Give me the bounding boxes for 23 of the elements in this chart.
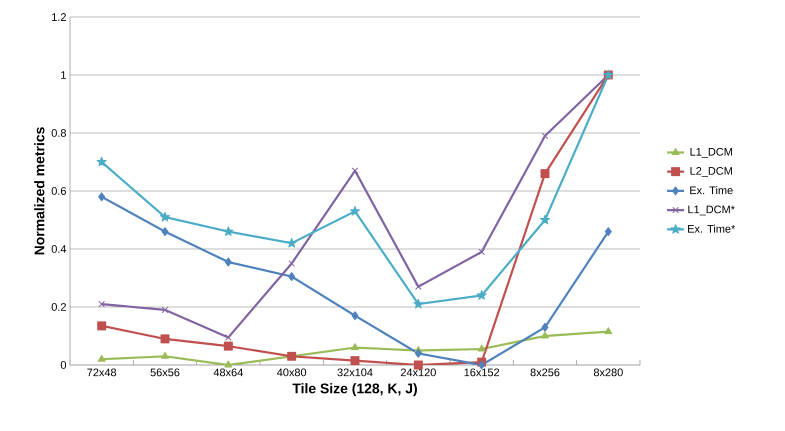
legend-label: L2_DCM [690,167,732,177]
y-tick-label: 1 [61,71,66,79]
x-tick-label: 16x152 [464,368,500,376]
x-tick-label: 40x80 [276,368,306,376]
legend-label: L1_DCM [690,148,732,158]
legend-label: L1_DCM* [688,206,735,216]
y-tick-label: 1.2 [52,13,66,21]
y-axis-title: Normalized metrics [34,127,44,254]
x-tick-label: 56x56 [150,368,180,376]
y-tick-label: 0.2 [52,303,66,311]
x-tick-label: 24x120 [400,368,436,376]
y-tick-label: 0.4 [52,245,66,253]
x-tick-label: 72x48 [87,368,116,376]
x-axis-title: Tile Size (128, K, J) [292,383,417,396]
y-tick-label: 0.6 [52,187,66,195]
x-tick-label: 8x256 [530,368,560,376]
x-tick-label: 32x104 [337,368,373,376]
x-tick-label: 48x64 [214,368,243,376]
x-tick-label: 8x280 [594,368,623,376]
legend-label: Ex. Time* [688,224,736,233]
y-tick-label: 0 [60,361,66,369]
y-tick-label: 0.8 [52,129,66,137]
legend-label: Ex. Time [690,186,733,194]
